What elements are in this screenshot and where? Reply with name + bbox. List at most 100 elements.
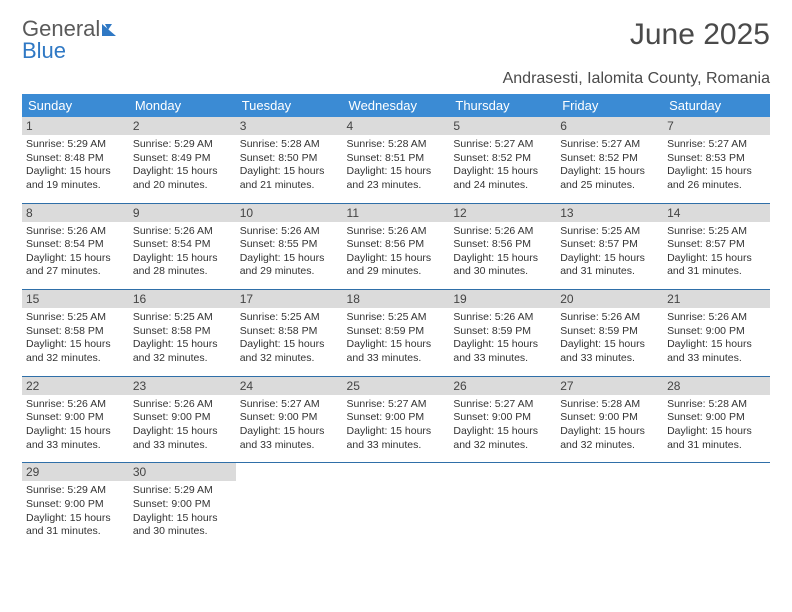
- day-details: Sunrise: 5:27 AMSunset: 8:52 PMDaylight:…: [560, 138, 659, 193]
- day-details: Sunrise: 5:25 AMSunset: 8:57 PMDaylight:…: [667, 225, 766, 280]
- day-details: Sunrise: 5:27 AMSunset: 8:53 PMDaylight:…: [667, 138, 766, 193]
- day-details: Sunrise: 5:26 AMSunset: 8:56 PMDaylight:…: [453, 225, 552, 280]
- logo-text: General Blue: [22, 18, 120, 62]
- day-details: Sunrise: 5:25 AMSunset: 8:58 PMDaylight:…: [26, 311, 125, 366]
- day-number: 3: [236, 117, 343, 135]
- day-details: Sunrise: 5:26 AMSunset: 8:54 PMDaylight:…: [26, 225, 125, 280]
- calendar-cell: 20 Sunrise: 5:26 AMSunset: 8:59 PMDayligh…: [556, 290, 663, 377]
- calendar-cell: [236, 463, 343, 549]
- calendar-cell: 24 Sunrise: 5:27 AMSunset: 9:00 PMDayligh…: [236, 376, 343, 463]
- day-details: Sunrise: 5:27 AMSunset: 9:00 PMDaylight:…: [453, 398, 552, 453]
- day-number: 15: [22, 290, 129, 308]
- calendar-cell: 7 Sunrise: 5:27 AMSunset: 8:53 PMDaylight…: [663, 117, 770, 203]
- day-details: Sunrise: 5:26 AMSunset: 9:00 PMDaylight:…: [133, 398, 232, 453]
- weekday-header: Tuesday: [236, 94, 343, 117]
- calendar-cell: 21Sunrise: 5:26 AMSunset: 9:00 PMDayligh…: [663, 290, 770, 377]
- calendar-row: 1 Sunrise: 5:29 AMSunset: 8:48 PMDaylight…: [22, 117, 770, 203]
- location: Andrasesti, Ialomita County, Romania: [22, 70, 770, 88]
- day-details: Sunrise: 5:29 AMSunset: 8:48 PMDaylight:…: [26, 138, 125, 193]
- calendar-row: 29 Sunrise: 5:29 AMSunset: 9:00 PMDayligh…: [22, 463, 770, 549]
- calendar-row: 8 Sunrise: 5:26 AMSunset: 8:54 PMDaylight…: [22, 203, 770, 290]
- day-details: Sunrise: 5:28 AMSunset: 8:50 PMDaylight:…: [240, 138, 339, 193]
- day-number: 9: [129, 204, 236, 222]
- month-title: June 2025: [630, 18, 770, 52]
- day-details: Sunrise: 5:25 AMSunset: 8:59 PMDaylight:…: [347, 311, 446, 366]
- calendar-cell: 4 Sunrise: 5:28 AMSunset: 8:51 PMDaylight…: [343, 117, 450, 203]
- day-details: Sunrise: 5:28 AMSunset: 9:00 PMDaylight:…: [560, 398, 659, 453]
- calendar-head: SundayMondayTuesdayWednesdayThursdayFrid…: [22, 94, 770, 117]
- day-details: Sunrise: 5:29 AMSunset: 8:49 PMDaylight:…: [133, 138, 232, 193]
- day-details: Sunrise: 5:29 AMSunset: 9:00 PMDaylight:…: [26, 484, 125, 539]
- day-number: 4: [343, 117, 450, 135]
- day-number: 18: [343, 290, 450, 308]
- day-number: 28: [663, 377, 770, 395]
- calendar-cell: 13 Sunrise: 5:25 AMSunset: 8:57 PMDayligh…: [556, 203, 663, 290]
- day-number: 5: [449, 117, 556, 135]
- calendar-row: 15Sunrise: 5:25 AMSunset: 8:58 PMDayligh…: [22, 290, 770, 377]
- day-number: 29: [22, 463, 129, 481]
- calendar-cell: 29 Sunrise: 5:29 AMSunset: 9:00 PMDayligh…: [22, 463, 129, 549]
- calendar-cell: 26 Sunrise: 5:27 AMSunset: 9:00 PMDayligh…: [449, 376, 556, 463]
- calendar-cell: 30Sunrise: 5:29 AMSunset: 9:00 PMDayligh…: [129, 463, 236, 549]
- day-details: Sunrise: 5:25 AMSunset: 8:57 PMDaylight:…: [560, 225, 659, 280]
- day-number: 26: [449, 377, 556, 395]
- calendar-cell: 14 Sunrise: 5:25 AMSunset: 8:57 PMDayligh…: [663, 203, 770, 290]
- day-number: 24: [236, 377, 343, 395]
- weekday-header: Friday: [556, 94, 663, 117]
- calendar-cell: 19 Sunrise: 5:26 AMSunset: 8:59 PMDayligh…: [449, 290, 556, 377]
- calendar-cell: 17Sunrise: 5:25 AMSunset: 8:58 PMDayligh…: [236, 290, 343, 377]
- calendar-cell: [449, 463, 556, 549]
- day-details: Sunrise: 5:27 AMSunset: 9:00 PMDaylight:…: [347, 398, 446, 453]
- weekday-header: Saturday: [663, 94, 770, 117]
- calendar-cell: 16Sunrise: 5:25 AMSunset: 8:58 PMDayligh…: [129, 290, 236, 377]
- header: General Blue June 2025: [22, 18, 770, 62]
- day-number: 13: [556, 204, 663, 222]
- calendar-cell: [343, 463, 450, 549]
- day-number: 10: [236, 204, 343, 222]
- calendar-cell: 3 Sunrise: 5:28 AMSunset: 8:50 PMDaylight…: [236, 117, 343, 203]
- day-number: 6: [556, 117, 663, 135]
- day-number: 8: [22, 204, 129, 222]
- day-number: 30: [129, 463, 236, 481]
- weekday-header: Sunday: [22, 94, 129, 117]
- day-details: Sunrise: 5:26 AMSunset: 8:59 PMDaylight:…: [453, 311, 552, 366]
- calendar-cell: 5 Sunrise: 5:27 AMSunset: 8:52 PMDaylight…: [449, 117, 556, 203]
- day-details: Sunrise: 5:27 AMSunset: 9:00 PMDaylight:…: [240, 398, 339, 453]
- calendar-body: 1 Sunrise: 5:29 AMSunset: 8:48 PMDaylight…: [22, 117, 770, 549]
- day-details: Sunrise: 5:26 AMSunset: 8:56 PMDaylight:…: [347, 225, 446, 280]
- day-number: 22: [22, 377, 129, 395]
- calendar-cell: 25 Sunrise: 5:27 AMSunset: 9:00 PMDayligh…: [343, 376, 450, 463]
- day-number: 27: [556, 377, 663, 395]
- day-number: 12: [449, 204, 556, 222]
- day-details: Sunrise: 5:26 AMSunset: 8:59 PMDaylight:…: [560, 311, 659, 366]
- logo-line2: Blue: [22, 38, 66, 63]
- day-details: Sunrise: 5:28 AMSunset: 8:51 PMDaylight:…: [347, 138, 446, 193]
- calendar-cell: 15 Sunrise: 5:25 AMSunset: 8:58 PMDayligh…: [22, 290, 129, 377]
- day-number: 14: [663, 204, 770, 222]
- day-number: 1: [22, 117, 129, 135]
- calendar-cell: 28 Sunrise: 5:28 AMSunset: 9:00 PMDayligh…: [663, 376, 770, 463]
- day-number: 20: [556, 290, 663, 308]
- day-number: 21: [663, 290, 770, 308]
- calendar-cell: 9Sunrise: 5:26 AMSunset: 8:54 PMDaylight…: [129, 203, 236, 290]
- calendar-cell: 2Sunrise: 5:29 AMSunset: 8:49 PMDaylight…: [129, 117, 236, 203]
- logo-flag-icon: [102, 16, 120, 41]
- day-details: Sunrise: 5:25 AMSunset: 8:58 PMDaylight:…: [240, 311, 339, 366]
- weekday-header: Wednesday: [343, 94, 450, 117]
- day-details: Sunrise: 5:27 AMSunset: 8:52 PMDaylight:…: [453, 138, 552, 193]
- day-number: 19: [449, 290, 556, 308]
- day-number: 25: [343, 377, 450, 395]
- weekday-header: Monday: [129, 94, 236, 117]
- calendar-cell: 11Sunrise: 5:26 AMSunset: 8:56 PMDayligh…: [343, 203, 450, 290]
- calendar-cell: 1 Sunrise: 5:29 AMSunset: 8:48 PMDaylight…: [22, 117, 129, 203]
- weekday-header: Thursday: [449, 94, 556, 117]
- calendar-cell: 12 Sunrise: 5:26 AMSunset: 8:56 PMDayligh…: [449, 203, 556, 290]
- calendar-cell: 10Sunrise: 5:26 AMSunset: 8:55 PMDayligh…: [236, 203, 343, 290]
- day-details: Sunrise: 5:28 AMSunset: 9:00 PMDaylight:…: [667, 398, 766, 453]
- day-details: Sunrise: 5:26 AMSunset: 9:00 PMDaylight:…: [26, 398, 125, 453]
- day-number: 7: [663, 117, 770, 135]
- day-details: Sunrise: 5:25 AMSunset: 8:58 PMDaylight:…: [133, 311, 232, 366]
- calendar-cell: 6 Sunrise: 5:27 AMSunset: 8:52 PMDaylight…: [556, 117, 663, 203]
- calendar-cell: 23Sunrise: 5:26 AMSunset: 9:00 PMDayligh…: [129, 376, 236, 463]
- calendar-cell: [663, 463, 770, 549]
